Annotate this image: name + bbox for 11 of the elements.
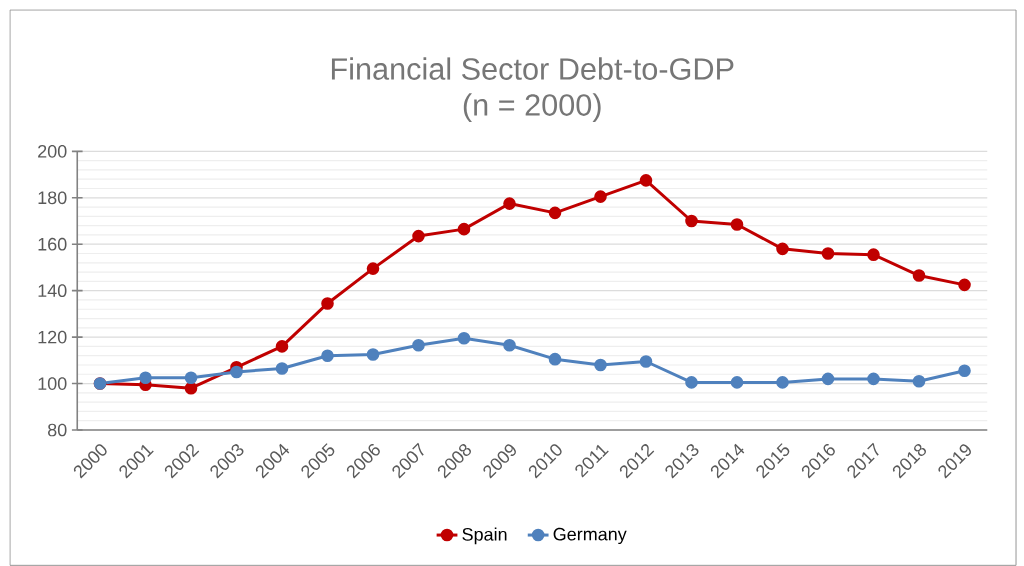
- y-tick-label: 140: [38, 284, 67, 298]
- y-tick-label: 180: [38, 191, 67, 205]
- legend-label: Spain: [462, 527, 507, 545]
- chart-title: Financial Sector Debt-to-GDP: [331, 57, 734, 80]
- y-tick-label: 200: [38, 144, 67, 158]
- y-tick-label: 80: [47, 423, 67, 437]
- chart-subtitle: (n = 2000): [463, 93, 601, 122]
- y-tick-label: 160: [38, 237, 67, 251]
- y-tick-label: 100: [38, 377, 67, 390]
- y-tick-label: 120: [38, 330, 67, 344]
- legend-label: Germany: [553, 527, 627, 545]
